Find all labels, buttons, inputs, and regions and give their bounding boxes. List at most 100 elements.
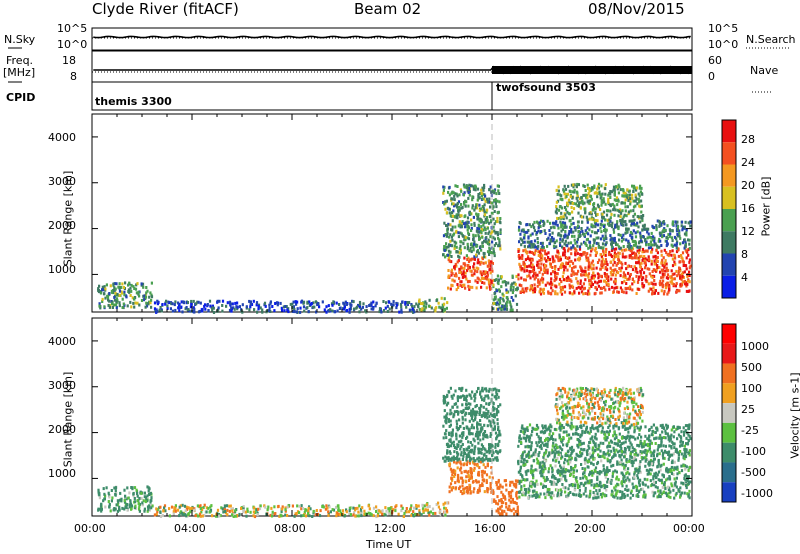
velocity-cell: [450, 458, 453, 462]
velocity-cell: [519, 490, 522, 494]
velocity-cell: [563, 458, 567, 462]
velocity-cell: [644, 493, 647, 497]
power-cell: [491, 206, 494, 210]
power-cell: [624, 198, 627, 202]
power-cell: [626, 278, 629, 281]
power-cell: [659, 233, 662, 237]
velocity-cell: [138, 507, 141, 511]
power-cell: [596, 195, 599, 199]
power-cell: [632, 190, 635, 193]
power-cell: [636, 261, 639, 265]
power-cell: [614, 241, 617, 245]
velocity-cell: [471, 414, 474, 418]
velocity-cell: [499, 403, 502, 407]
power-cell: [581, 220, 584, 224]
power-cell: [493, 191, 496, 195]
power-cell: [492, 250, 495, 254]
velocity-cell: [125, 506, 128, 509]
velocity-cell: [464, 397, 467, 401]
power-cell: [580, 196, 583, 200]
power-cell: [615, 263, 618, 267]
power-cell: [644, 257, 647, 261]
power-cell: [268, 309, 271, 313]
power-cell: [122, 302, 125, 306]
velocity-cell: [123, 488, 126, 492]
velocity-cell: [531, 489, 535, 493]
power-cell: [122, 286, 125, 289]
velocity-cell: [599, 493, 602, 496]
velocity-cell: [452, 458, 455, 462]
power-cell: [610, 260, 613, 264]
power-cell: [590, 212, 593, 216]
velocity-cell: [203, 503, 206, 507]
power-cell: [604, 218, 607, 222]
power-cell: [599, 279, 602, 283]
power-cell: [539, 252, 543, 256]
velocity-cell: [485, 434, 488, 438]
power-cell: [517, 228, 521, 232]
power-cell: [629, 200, 632, 204]
power-cell: [679, 242, 682, 246]
power-cell: [517, 273, 520, 277]
velocity-cell: [453, 446, 456, 449]
velocity-cell: [448, 425, 451, 428]
velocity-cell: [143, 495, 146, 499]
velocity-cell: [476, 437, 479, 441]
power-cell: [671, 282, 674, 285]
power-cell: [607, 279, 610, 283]
velocity-cell: [595, 489, 598, 493]
velocity-cell: [123, 500, 127, 504]
power-cell: [643, 259, 646, 263]
power-cell: [638, 194, 641, 198]
power-cell: [537, 244, 540, 248]
power-cell: [574, 241, 577, 245]
power-cell: [623, 248, 626, 252]
power-cell: [622, 245, 625, 248]
power-cell: [609, 266, 612, 270]
power-cell: [418, 302, 421, 305]
power-cell: [555, 245, 558, 249]
power-cell: [597, 245, 600, 249]
power-cell: [479, 279, 482, 283]
power-cell: [475, 212, 478, 216]
power-cell: [523, 269, 526, 273]
power-cell: [658, 265, 661, 269]
power-cell: [625, 291, 628, 295]
power-cell: [408, 301, 411, 304]
velocity-cell: [453, 402, 456, 406]
velocity-cell: [647, 469, 650, 473]
power-cell: [683, 246, 686, 250]
power-cell: [554, 265, 557, 268]
power-cell: [582, 287, 585, 291]
velocity-cell: [472, 456, 475, 460]
power-cell: [615, 223, 619, 226]
velocity-cell: [143, 509, 146, 513]
power-cell: [559, 234, 562, 238]
velocity-cell: [119, 491, 122, 495]
power-cell: [487, 278, 490, 282]
power-cell: [470, 229, 473, 232]
power-cell: [623, 194, 626, 198]
velocity-cell: [492, 491, 495, 495]
velocity-cell: [143, 507, 146, 511]
velocity-cell: [358, 504, 361, 508]
power-cell: [476, 214, 479, 218]
velocity-cell: [505, 505, 508, 509]
velocity-cb-tick-100: 100: [741, 382, 762, 395]
velocity-cell: [580, 454, 583, 458]
power-cell: [563, 184, 566, 188]
power-cell: [454, 230, 458, 234]
power-cell: [586, 218, 589, 222]
velocity-cell: [471, 432, 474, 436]
power-cell: [462, 183, 466, 187]
power-cell: [622, 191, 625, 195]
velocity-cell: [123, 507, 126, 511]
power-cell: [584, 241, 587, 245]
power-cell: [603, 285, 606, 289]
power-cell: [597, 229, 600, 233]
power-cell: [674, 256, 677, 260]
power-cell: [592, 267, 595, 271]
power-cell: [257, 307, 260, 311]
velocity-cell: [231, 509, 234, 513]
power-cell: [424, 305, 428, 309]
